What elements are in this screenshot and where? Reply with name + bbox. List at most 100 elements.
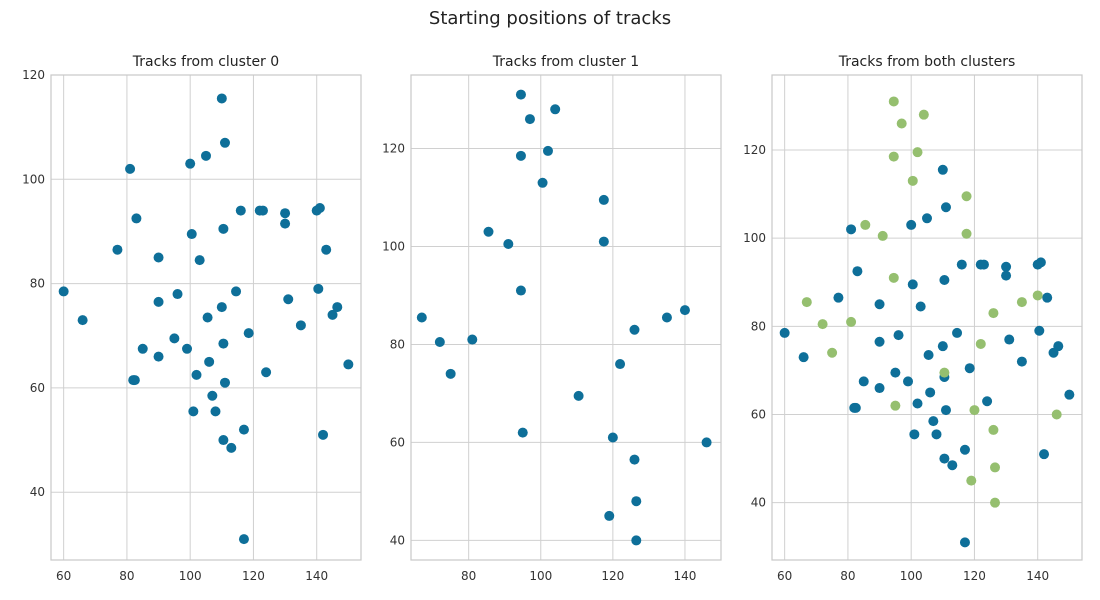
x-tick-label: 120: [963, 569, 986, 583]
scatter-point: [280, 208, 291, 219]
scatter-point: [631, 535, 642, 546]
x-tick-label: 80: [461, 569, 476, 583]
scatter-point: [874, 299, 885, 310]
scatter-point: [188, 406, 199, 417]
scatter-point: [280, 218, 291, 229]
scatter-point: [194, 255, 205, 266]
scatter-point: [1016, 356, 1027, 367]
scatter-point: [218, 223, 229, 234]
scatter-point: [515, 89, 526, 100]
scatter-point: [153, 296, 164, 307]
panel-0: 60 80 100 120 140 40 60 80 100 120 Tracks from clu…: [22, 54, 362, 583]
y-tick-label: 100: [743, 231, 766, 245]
scatter-point: [1016, 297, 1027, 308]
scatter-point: [343, 359, 354, 370]
scatter-point: [969, 405, 980, 416]
plot-frame: [410, 74, 722, 561]
scatter-point: [966, 475, 977, 486]
scatter-point: [988, 308, 999, 319]
scatter-point: [817, 319, 828, 330]
scatter-point: [318, 429, 329, 440]
scatter-point: [1053, 341, 1064, 352]
scatter-point: [218, 338, 229, 349]
scatter-point: [852, 266, 863, 277]
y-tick-label: 120: [743, 143, 766, 157]
scatter-point: [846, 224, 857, 235]
scatter-point: [231, 286, 242, 297]
panel-1: 80 100 120 140 40 60 80 100 120 Tracks from clust…: [382, 54, 722, 583]
scatter-point: [912, 147, 923, 158]
scatter-point: [1034, 325, 1045, 336]
scatter-point: [909, 429, 920, 440]
plot-frame: [771, 74, 1083, 561]
scatter-point: [906, 219, 917, 230]
scatter-point: [112, 244, 123, 255]
scatter-point: [888, 96, 899, 107]
scatter-point: [940, 202, 951, 213]
scatter-point: [907, 279, 918, 290]
scatter-point: [550, 104, 561, 115]
scatter-point: [483, 226, 494, 237]
scatter-point: [201, 150, 211, 161]
scatter-point: [827, 347, 838, 358]
x-tick-label: 140: [305, 569, 328, 583]
plot-frame: [50, 74, 362, 561]
scatter-point: [207, 390, 218, 401]
scatter-point: [937, 341, 948, 352]
scatter-point: [218, 435, 229, 446]
scatter-point: [607, 432, 618, 443]
scatter-point: [939, 367, 950, 378]
scatter-point: [216, 302, 227, 313]
scatter-point: [537, 177, 548, 188]
scatter-point: [186, 229, 197, 240]
scatter-point: [235, 205, 246, 216]
scatter-point: [801, 297, 812, 308]
scatter-point: [314, 202, 325, 213]
scatter-point: [956, 259, 967, 270]
scatter-point: [515, 285, 526, 296]
scatter-point: [846, 316, 857, 327]
scatter-point: [172, 289, 183, 300]
scatter-point: [202, 312, 213, 323]
scatter-point: [939, 453, 950, 464]
scatter-point: [153, 351, 164, 362]
scatter-point: [890, 400, 901, 411]
y-tick-label: 40: [30, 485, 45, 499]
scatter-point: [961, 228, 972, 239]
scatter-point: [877, 230, 888, 241]
scatter-point: [918, 109, 929, 120]
x-tick-label: 80: [840, 569, 855, 583]
scatter-point: [959, 444, 970, 455]
scatter-point: [210, 406, 221, 417]
scatter-point: [860, 219, 871, 230]
y-tick-label: 80: [390, 337, 405, 351]
scatter-point: [1035, 257, 1046, 268]
scatter-point: [219, 377, 230, 388]
scatter-point: [416, 312, 427, 323]
y-tick-label: 100: [22, 172, 45, 186]
figure-title: Starting positions of tracks: [428, 8, 672, 29]
scatter-point: [896, 118, 907, 129]
scatter-point: [182, 343, 193, 354]
scatter-point: [990, 462, 1001, 473]
scatter-point: [573, 390, 584, 401]
scatter-point: [327, 309, 338, 320]
scatter-point: [912, 398, 923, 409]
scatter-point: [517, 427, 528, 438]
scatter-point: [679, 305, 690, 316]
scatter-point: [964, 363, 975, 374]
scatter-point: [1001, 261, 1012, 272]
scatter-point: [1064, 389, 1075, 400]
scatter-point: [850, 402, 861, 413]
scatter-point: [923, 349, 934, 360]
scatter-point: [874, 383, 885, 394]
scatter-point: [1039, 449, 1050, 460]
scatter-point: [988, 424, 999, 435]
scatter-point: [915, 301, 926, 312]
scatter-point: [542, 145, 553, 156]
x-tick-label: 100: [900, 569, 923, 583]
scatter-point: [216, 93, 227, 104]
scatter-point: [131, 213, 142, 224]
scatter-point: [922, 213, 932, 224]
